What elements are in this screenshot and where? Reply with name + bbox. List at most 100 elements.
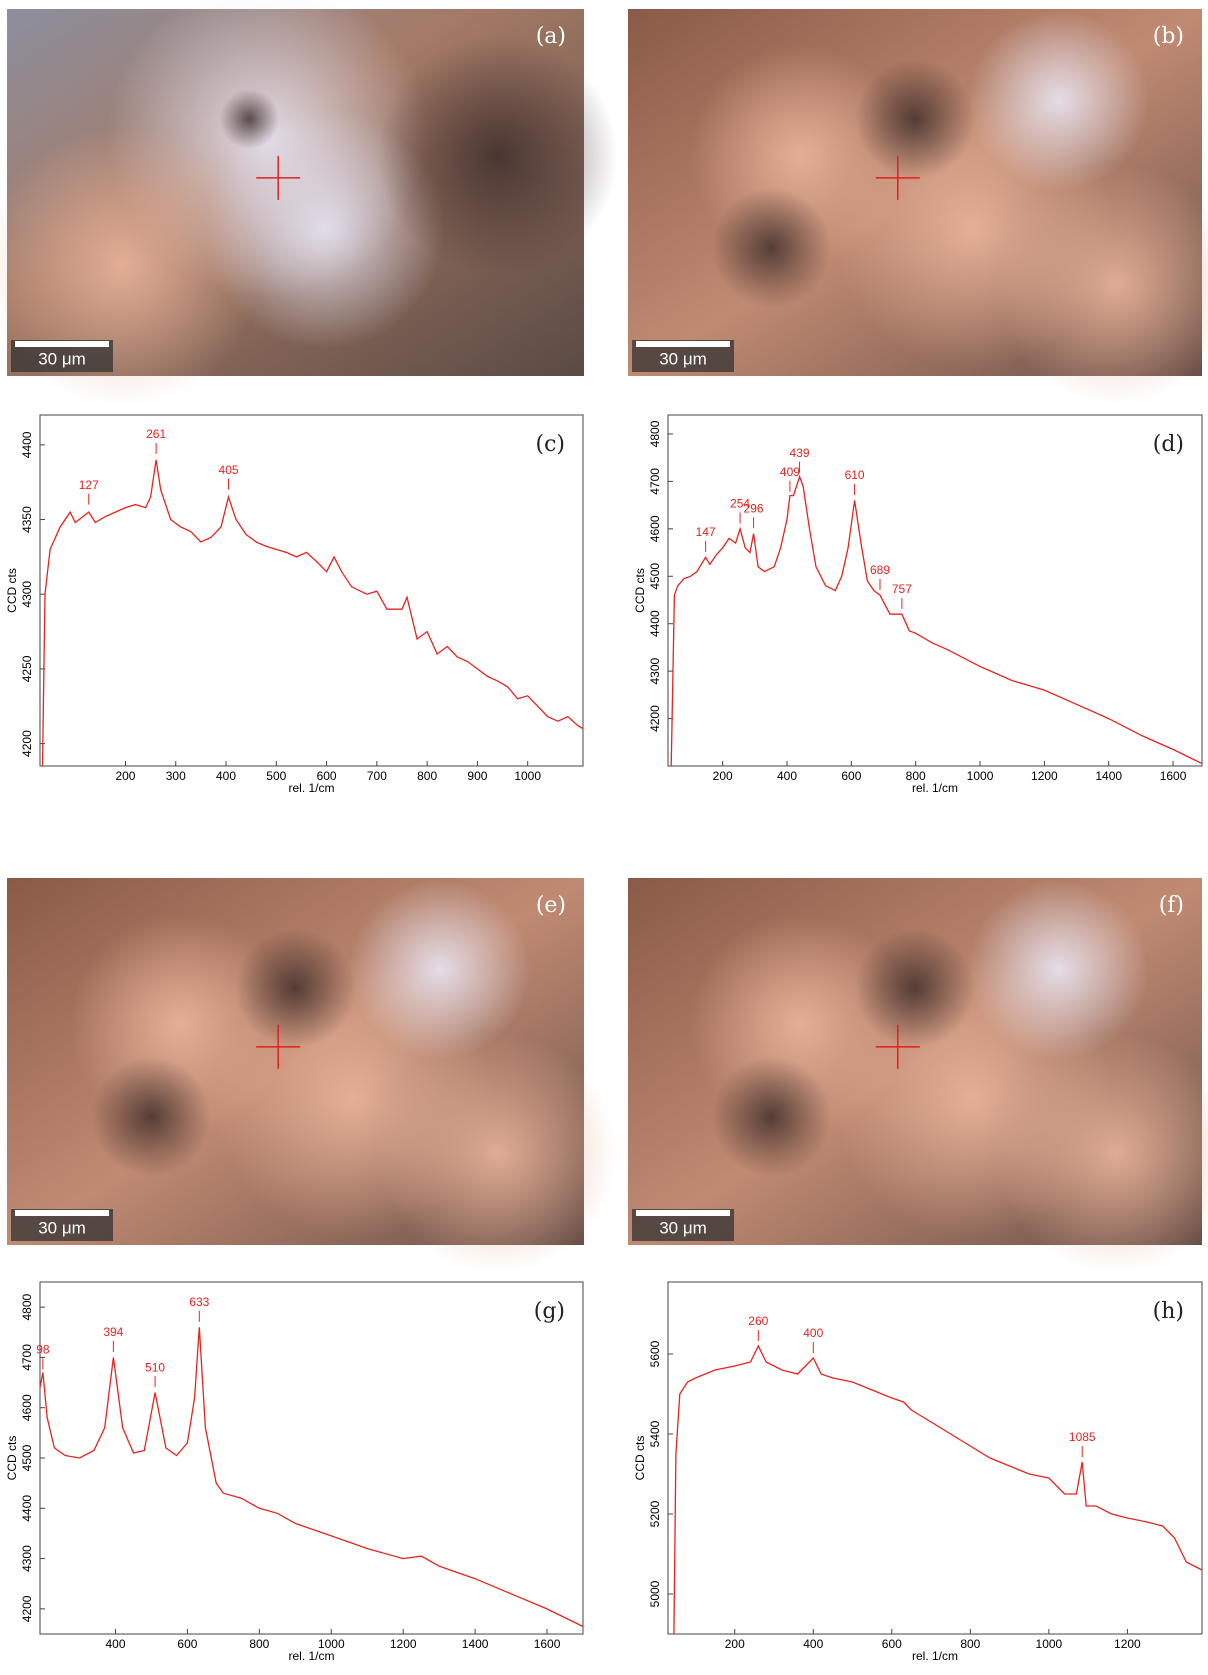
photo-feature [219,89,280,150]
x-tick-label: 500 [266,769,286,783]
x-axis-label: rel. 1/cm [288,1649,334,1663]
peak-label: 633 [189,1295,209,1309]
scale-bar [636,341,730,347]
y-tick-label: 5400 [648,1420,662,1447]
peak-label: 254 [730,497,750,511]
y-tick-label: 4200 [20,730,34,757]
x-axis-label: rel. 1/cm [912,781,958,795]
x-tick-label: 200 [713,769,733,783]
y-tick-label: 4800 [20,1293,34,1320]
panel-label: (f) [1159,893,1184,918]
x-tick-label: 900 [467,769,487,783]
y-tick-label: 4300 [648,657,662,684]
x-tick-label: 600 [177,1637,197,1651]
y-tick-label: 5200 [648,1500,662,1527]
spectrum-line [670,474,1203,767]
x-tick-label: 800 [249,1637,269,1651]
x-tick-label: 1000 [318,1637,345,1651]
x-tick-label: 400 [777,769,797,783]
photo-feature [711,1056,832,1177]
y-tick-label: 4250 [20,655,34,682]
scale-bar-label: 30 μm [659,349,707,368]
peak-label: 98 [36,1343,50,1357]
photo-feature [377,35,618,276]
x-tick-label: 1600 [534,1637,561,1651]
x-tick-label: 1200 [1114,1637,1141,1651]
y-tick-label: 4700 [20,1344,34,1371]
x-tick-label: 300 [166,769,186,783]
spectrum-line [39,1327,584,1628]
scale-bar [15,1210,109,1216]
peak-label: 439 [790,446,810,460]
panel-label: (h) [1153,1299,1184,1324]
photo-feature [0,125,263,406]
x-axis-label: rel. 1/cm [912,1649,958,1663]
peak-label: 405 [219,463,239,477]
photo-feature [235,928,356,1049]
photo-feature [711,187,832,308]
panel-label: (b) [1153,24,1184,49]
y-axis-label: CCD cts [633,568,647,613]
y-axis-label: CCD cts [633,1436,647,1481]
x-tick-label: 1200 [1031,769,1058,783]
x-tick-label: 1000 [514,769,541,783]
photo-feature [377,1033,618,1274]
y-tick-label: 4600 [648,515,662,542]
photo-feature [968,10,1149,191]
x-tick-label: 1400 [462,1637,489,1651]
photo-feature [91,1056,212,1177]
photo-feature [968,879,1149,1060]
x-tick-label: 800 [417,769,437,783]
x-tick-label: 700 [367,769,387,783]
peak-label: 261 [146,427,166,441]
panel-label: (g) [534,1299,565,1324]
plot-frame [667,414,1203,767]
x-tick-label: 1200 [390,1637,417,1651]
micrograph: 30 μm (b) [628,9,1208,405]
peak-label: 127 [79,478,99,492]
peak-label: 757 [892,582,912,596]
plot-frame [39,414,584,767]
peak-label: 510 [145,1360,165,1374]
x-tick-label: 600 [882,1637,902,1651]
panel-label: (e) [536,893,566,918]
spectrum-line [41,459,584,767]
plot-frame [667,1281,1203,1635]
panel-label: (d) [1153,432,1184,457]
photo-feature [855,928,975,1049]
peak-label: 296 [744,501,764,515]
peak-label: 610 [845,468,865,482]
x-tick-label: 1000 [1036,1637,1063,1651]
panel-label: (a) [536,24,566,49]
y-tick-label: 5000 [648,1580,662,1607]
y-tick-label: 4500 [20,1444,34,1471]
x-tick-label: 200 [115,769,135,783]
micrograph: 30 μm (f) [628,878,1208,1274]
y-tick-label: 4200 [20,1595,34,1622]
y-tick-label: 4400 [648,610,662,637]
x-tick-label: 1400 [1095,769,1122,783]
spectrum-line [673,1344,1203,1635]
peak-label: 1085 [1069,1430,1096,1444]
y-tick-label: 4400 [20,431,34,458]
y-tick-label: 4600 [20,1394,34,1421]
y-tick-label: 4400 [20,1495,34,1522]
micrograph: 30 μm (a) [0,0,618,406]
x-tick-label: 400 [803,1637,823,1651]
scale-bar-label: 30 μm [38,1218,86,1237]
x-tick-label: 800 [960,1637,980,1651]
x-axis-label: rel. 1/cm [288,781,334,795]
y-tick-label: 4200 [648,705,662,732]
x-tick-label: 400 [106,1637,126,1651]
scale-bar-label: 30 μm [659,1218,707,1237]
scale-bar [636,1210,730,1216]
panel-label: (c) [536,432,566,457]
peak-label: 409 [780,465,800,479]
peak-label: 147 [696,525,716,539]
peak-label: 260 [748,1314,768,1328]
x-tick-label: 1600 [1160,769,1187,783]
x-tick-label: 400 [216,769,236,783]
x-tick-label: 200 [725,1637,745,1651]
peak-label: 400 [803,1326,823,1340]
